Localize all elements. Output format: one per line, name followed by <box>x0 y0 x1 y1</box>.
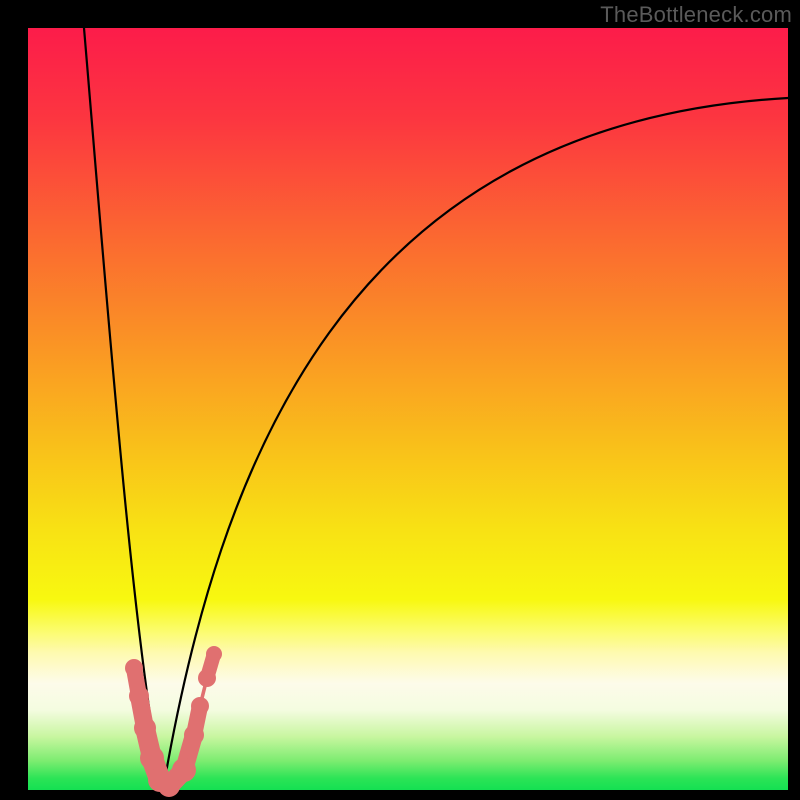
marker-dot <box>125 659 143 677</box>
marker-dot <box>191 697 209 715</box>
marker-dot <box>140 746 164 770</box>
marker-dot <box>198 669 216 687</box>
chart-stage: TheBottleneck.com <box>0 0 800 800</box>
marker-dot <box>129 686 149 706</box>
plot-group <box>28 28 788 797</box>
marker-dot <box>172 758 196 782</box>
marker-dot <box>206 646 222 662</box>
marker-dot <box>134 717 156 739</box>
chart-svg <box>0 0 800 800</box>
marker-dot <box>184 725 204 745</box>
